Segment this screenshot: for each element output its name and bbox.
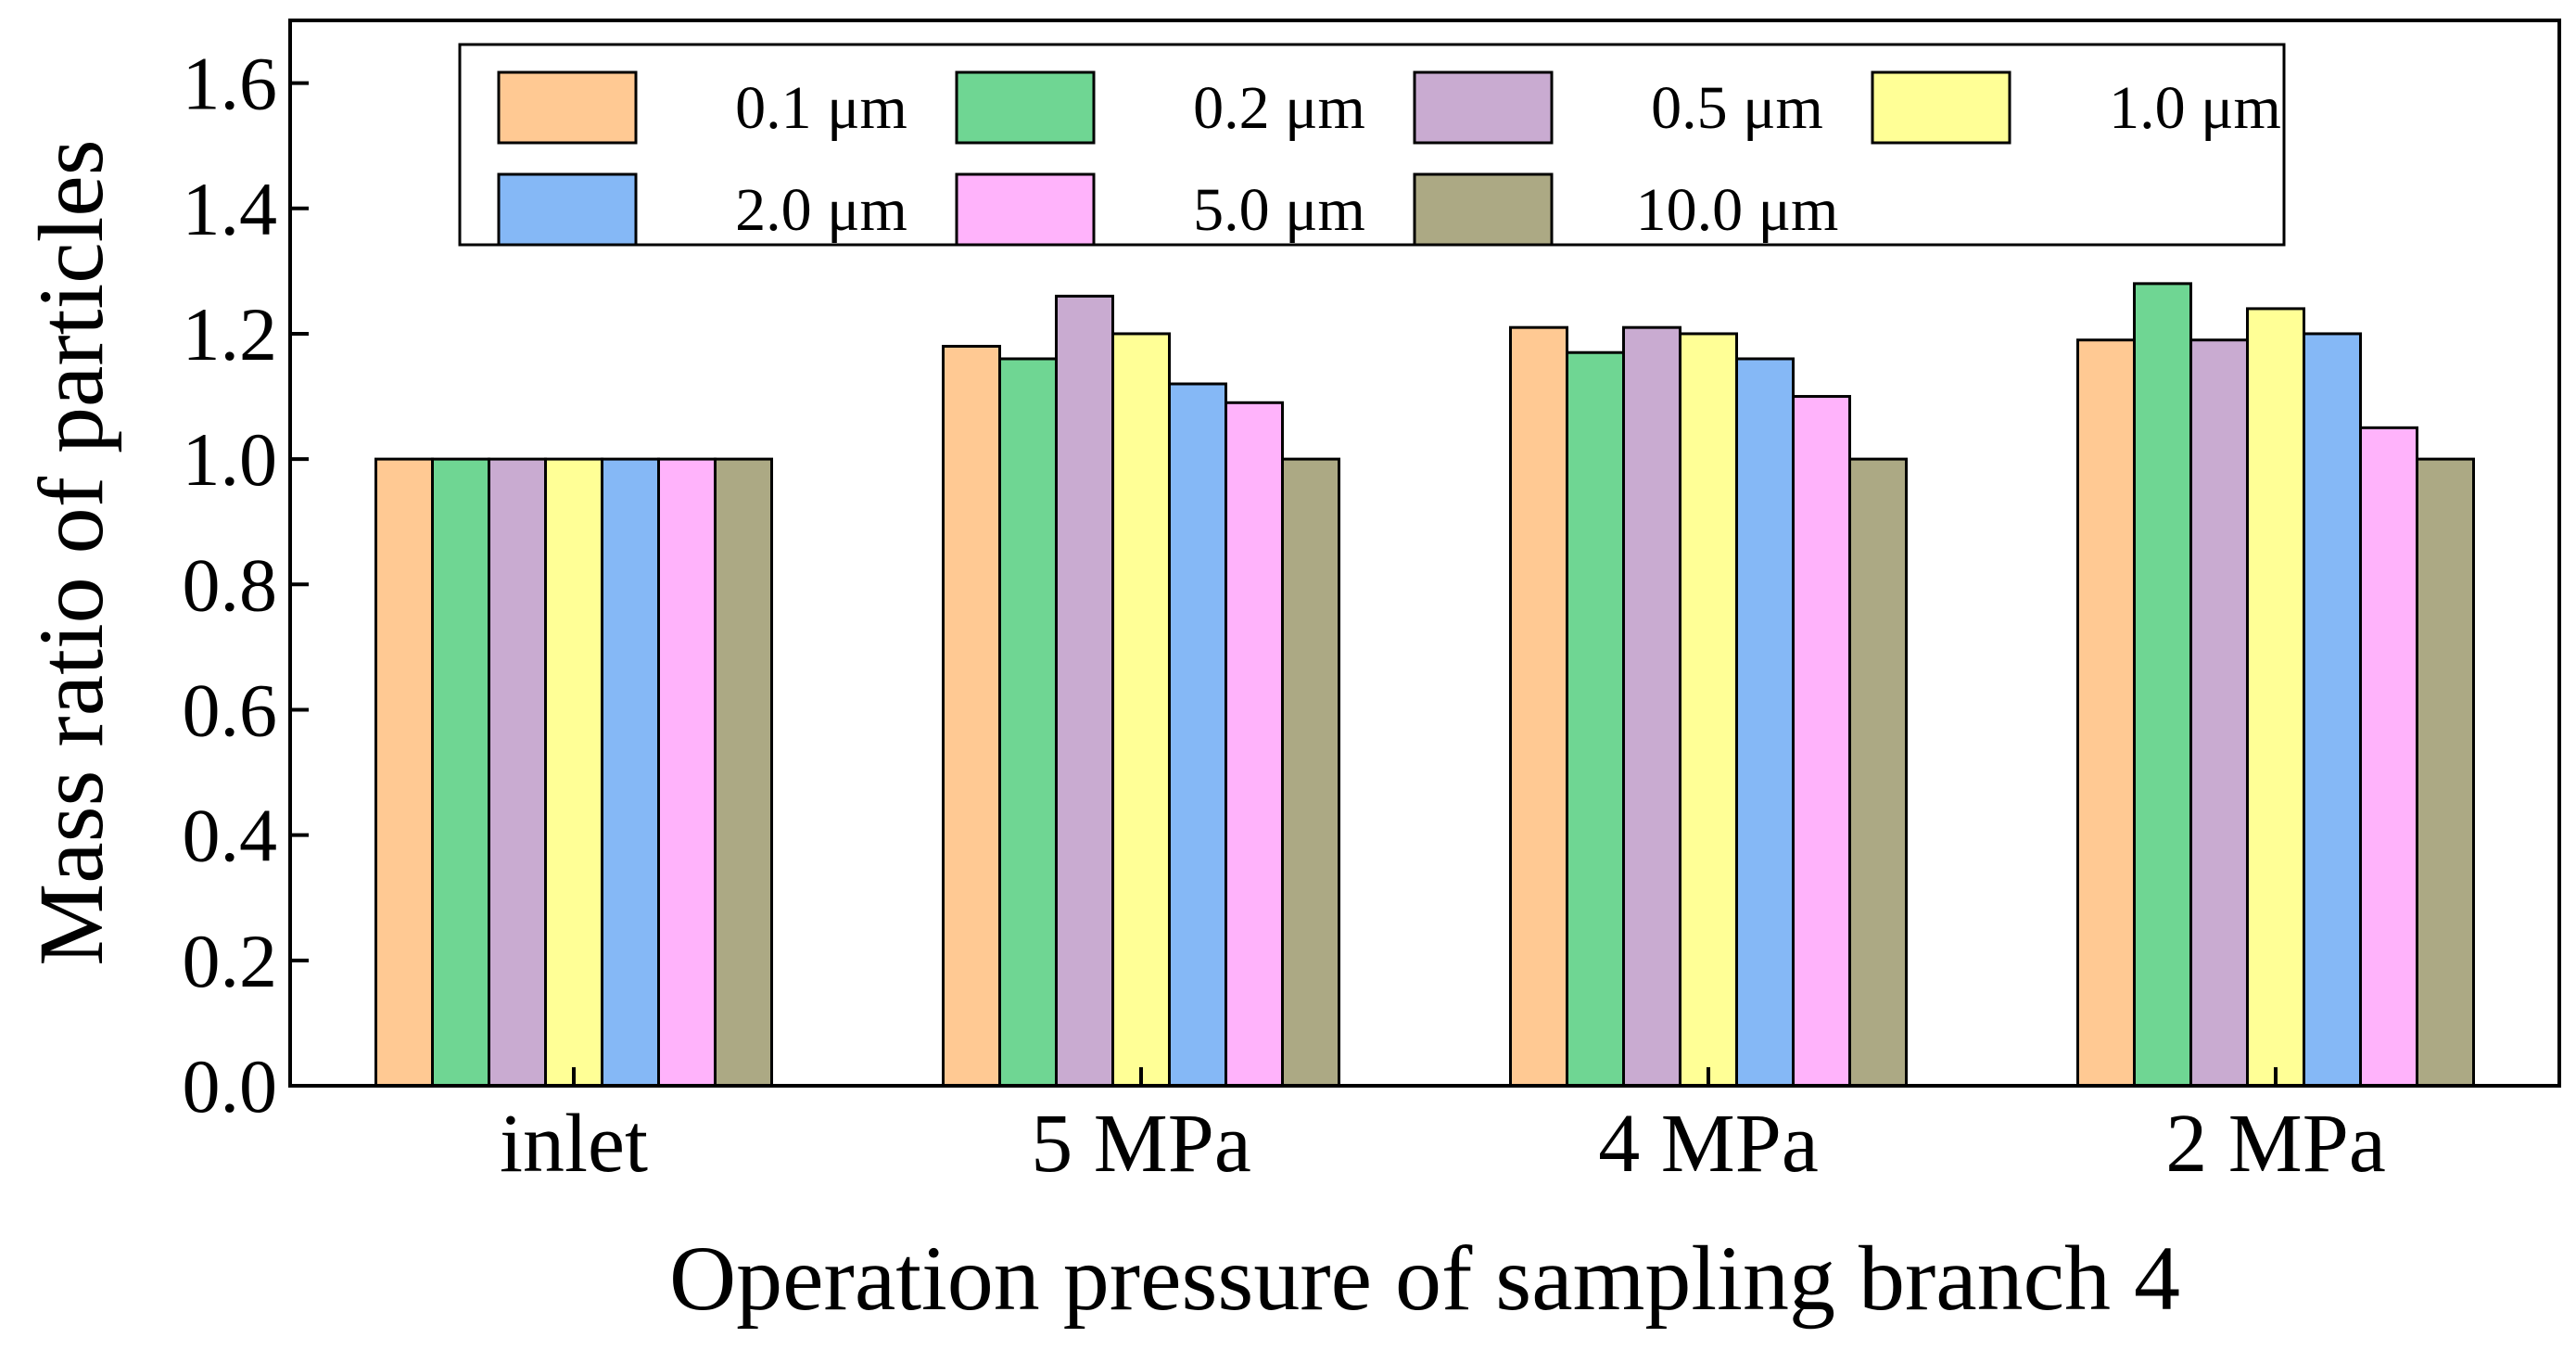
bar xyxy=(657,457,717,1088)
bar xyxy=(2303,332,2362,1088)
y-tick-label: 1.0 xyxy=(183,417,278,502)
legend-swatch xyxy=(955,172,1096,247)
legend: 0.1 μm 0.2 μm 0.5 μm 1.0 μm 2.0 μm 5.0 μm 10.0… xyxy=(458,43,2286,247)
legend-swatch xyxy=(1413,70,1554,145)
legend-label: 10.0 μm xyxy=(1636,176,1839,244)
bar xyxy=(2416,457,2475,1088)
bar xyxy=(374,457,434,1088)
x-tick-label: 5 MPa xyxy=(1031,1098,1251,1190)
x-tick-label: 2 MPa xyxy=(2165,1098,2386,1190)
y-tick-label: 1.4 xyxy=(183,167,278,251)
x-axis: inlet 5 MPa 4 MPa 2 MPa xyxy=(500,1067,2386,1190)
bar xyxy=(488,457,547,1088)
bars-layer xyxy=(374,282,2475,1088)
bar xyxy=(998,357,1058,1088)
bar xyxy=(1055,294,1114,1088)
y-axis-title: Mass ratio of particles xyxy=(19,139,122,965)
bar xyxy=(1509,325,1568,1088)
y-tick-label: 0.8 xyxy=(183,542,278,627)
bar xyxy=(1168,382,1227,1088)
bar xyxy=(2189,338,2249,1088)
bar xyxy=(1622,325,1681,1088)
y-tick-label: 0.6 xyxy=(183,668,278,752)
legend-swatch xyxy=(1413,172,1554,247)
bar xyxy=(2359,426,2418,1088)
bar xyxy=(1281,457,1340,1088)
bar xyxy=(2076,338,2136,1088)
legend-label: 0.1 μm xyxy=(735,74,907,142)
bar xyxy=(1566,350,1625,1088)
y-tick-label: 1.2 xyxy=(183,292,278,376)
legend-label: 0.2 μm xyxy=(1193,74,1365,142)
bar xyxy=(431,457,490,1088)
x-tick-label: 4 MPa xyxy=(1598,1098,1819,1190)
bar xyxy=(601,457,660,1088)
bar xyxy=(1848,457,1908,1088)
legend-label: 0.5 μm xyxy=(1651,74,1823,142)
bar xyxy=(1735,357,1795,1088)
bar xyxy=(1679,332,1738,1088)
legend-swatch xyxy=(497,70,638,145)
bar xyxy=(1111,332,1171,1088)
x-tick-label: inlet xyxy=(500,1098,648,1190)
legend-label: 2.0 μm xyxy=(735,176,907,244)
bar xyxy=(1792,395,1851,1088)
bar xyxy=(1225,401,1284,1088)
x-axis-title: Operation pressure of sampling branch 4 xyxy=(669,1227,2180,1330)
plot-frame xyxy=(288,19,2561,1088)
y-tick-label: 0.2 xyxy=(183,919,278,1003)
y-axis: 0.0 0.2 0.4 0.6 0.8 1.0 1.2 1.4 1.6 xyxy=(183,42,309,1128)
y-tick-label: 0.0 xyxy=(183,1044,278,1128)
bar xyxy=(714,457,773,1088)
bar xyxy=(2133,282,2192,1088)
legend-swatch xyxy=(1871,70,2011,145)
legend-label: 5.0 μm xyxy=(1193,176,1365,244)
bar xyxy=(2246,307,2305,1088)
y-tick-label: 0.4 xyxy=(183,794,278,878)
y-tick-label: 1.6 xyxy=(183,42,278,126)
legend-label: 1.0 μm xyxy=(2109,74,2281,142)
bar xyxy=(942,344,1001,1088)
legend-swatch xyxy=(497,172,638,247)
legend-swatch xyxy=(955,70,1096,145)
bar xyxy=(544,457,603,1088)
